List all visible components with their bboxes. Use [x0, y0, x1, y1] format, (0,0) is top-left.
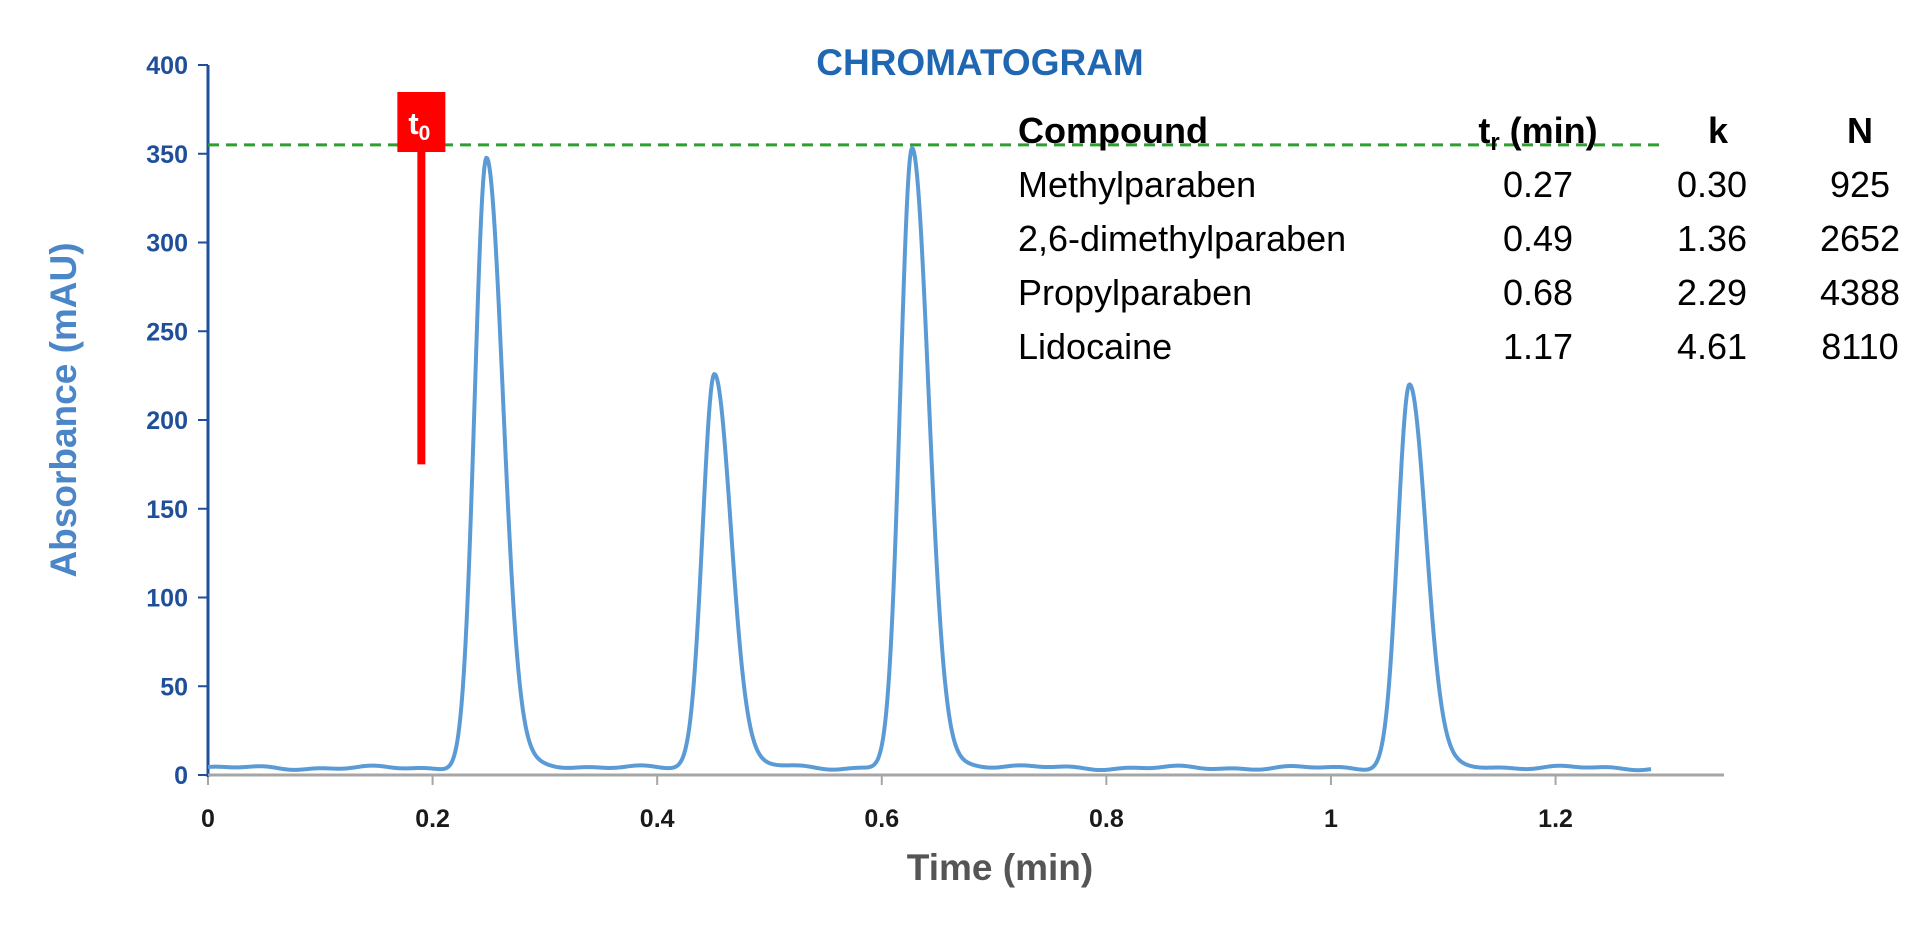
table-cell-n: 925: [1830, 164, 1890, 205]
x-tick-label: 0.4: [640, 805, 675, 833]
x-tick-label: 0.6: [864, 805, 899, 833]
x-tick-label: 1.2: [1538, 805, 1573, 833]
table-cell-tr: 0.68: [1503, 272, 1573, 313]
y-tick-label: 100: [146, 585, 188, 613]
x-tick-label: 0.8: [1089, 805, 1124, 833]
y-tick-label: 350: [146, 141, 188, 169]
t0-marker-label: t0: [408, 106, 430, 145]
y-tick-label: 0: [174, 762, 188, 790]
x-axis-ticks: 0 0.2 0.4 0.6 0.8 1 1.2: [201, 775, 1573, 833]
table-cell-n: 8110: [1821, 326, 1898, 367]
table-cell-tr: 1.17: [1503, 326, 1573, 367]
table-cell-compound: Methylparaben: [1018, 164, 1256, 205]
y-axis-title: Absorbance (mAU): [43, 242, 84, 577]
t0-marker: t0: [397, 92, 446, 465]
y-tick-label: 200: [146, 407, 188, 435]
table-cell-k: 2.29: [1677, 272, 1747, 313]
table-cell-k: 0.30: [1677, 164, 1747, 205]
table-header-tr: tr (min): [1478, 110, 1597, 156]
t0-marker-box: [397, 92, 446, 152]
x-tick-label: 0: [201, 805, 215, 833]
table-cell-compound: 2,6-dimethylparaben: [1018, 218, 1346, 259]
table-cell-tr: 0.49: [1503, 218, 1573, 259]
y-tick-label: 150: [146, 496, 188, 524]
results-table: Compound tr (min) k N Methylparaben 0.27 0…: [1018, 110, 1900, 367]
y-tick-label: 50: [160, 673, 188, 701]
table-header-n: N: [1847, 110, 1873, 151]
y-axis-ticks: 0 50 100 150 200 250 300 350 400: [146, 52, 208, 790]
t0-marker-bar: [417, 150, 426, 465]
table-cell-n: 2652: [1820, 218, 1900, 259]
table-cell-compound: Propylparaben: [1018, 272, 1252, 313]
y-tick-label: 250: [146, 318, 188, 346]
x-tick-label: 0.2: [415, 805, 450, 833]
table-cell-tr: 0.27: [1503, 164, 1573, 205]
table-cell-k: 1.36: [1677, 218, 1747, 259]
x-axis-title: Time (min): [907, 847, 1093, 888]
chromatogram-series-line: [207, 145, 1652, 773]
table-body: Methylparaben 0.27 0.30 925 2,6-dimethylpara…: [1018, 164, 1900, 367]
table-cell-n: 4388: [1820, 272, 1900, 313]
table-cell-k: 4.61: [1677, 326, 1747, 367]
chart-title: CHROMATOGRAM: [816, 42, 1144, 83]
table-cell-compound: Lidocaine: [1018, 326, 1172, 367]
table-header-k: k: [1708, 110, 1729, 151]
table-header-compound: Compound: [1018, 110, 1208, 151]
x-tick-label: 1: [1324, 805, 1338, 833]
y-tick-label: 300: [146, 230, 188, 258]
y-tick-label: 400: [146, 52, 188, 80]
